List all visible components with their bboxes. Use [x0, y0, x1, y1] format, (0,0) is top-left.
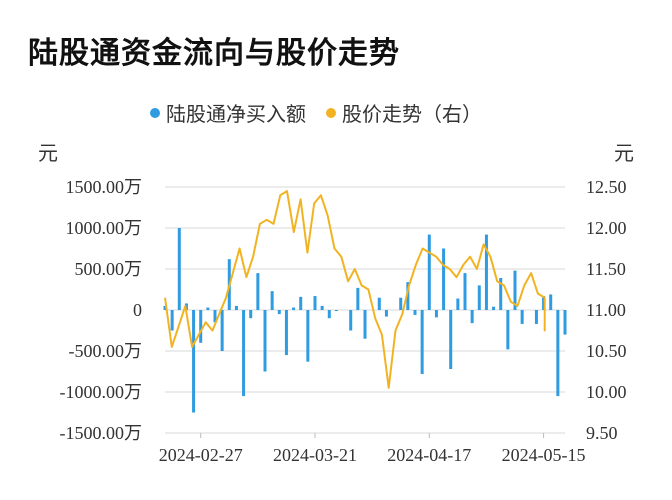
net-buy-bar	[220, 310, 224, 351]
net-buy-bar	[349, 310, 353, 331]
net-buy-bars	[163, 228, 567, 413]
net-buy-bar	[442, 248, 446, 310]
legend-dot-icon	[150, 107, 160, 118]
net-buy-bar	[520, 310, 524, 324]
net-buy-bar	[384, 310, 388, 317]
y-left-tick-label: 1500.00万	[66, 177, 143, 197]
net-buy-bar	[542, 296, 546, 310]
y-left-tick-label: 1000.00万	[66, 218, 143, 238]
net-buy-bar	[306, 310, 310, 362]
net-buy-bar	[327, 310, 331, 319]
net-buy-bar	[320, 305, 324, 310]
net-buy-bar	[299, 296, 303, 310]
legend-item-price[interactable]: 股价走势（右）	[326, 98, 482, 127]
net-buy-bar	[406, 282, 410, 310]
net-buy-bar	[270, 291, 274, 310]
net-buy-bar	[292, 307, 296, 310]
chart-title: 陆股通资金流向与股价走势	[28, 36, 400, 71]
net-buy-bar	[234, 305, 238, 310]
y-right-tick-label: 9.50	[586, 423, 618, 443]
y-right-tick-label: 10.50	[586, 341, 627, 361]
net-buy-bar	[427, 234, 431, 310]
price-line-group	[164, 190, 546, 389]
right-axis-ticks: 12.50 12.00 11.50 11.00 10.50 10.00 9.50	[586, 177, 627, 443]
net-buy-bar	[177, 228, 181, 310]
x-tick-label: 2024-02-27	[159, 445, 243, 465]
net-buy-bar	[399, 297, 403, 310]
net-buy-bar	[463, 273, 467, 310]
net-buy-bar	[213, 310, 217, 323]
net-buy-bar	[549, 294, 553, 310]
net-buy-bar	[256, 273, 260, 310]
net-buy-bar	[456, 298, 460, 310]
net-buy-bar	[513, 270, 517, 310]
net-buy-bar	[313, 296, 317, 310]
net-buy-bar	[277, 310, 281, 315]
net-buy-bar	[284, 310, 288, 356]
net-buy-bar	[363, 310, 367, 339]
net-buy-bar	[484, 234, 488, 310]
net-buy-bar	[334, 310, 338, 311]
net-buy-bar	[420, 310, 424, 374]
legend-label-net-buy: 陆股通净买入额	[166, 102, 306, 126]
legend-label-price: 股价走势（右）	[342, 102, 482, 126]
net-buy-bar	[170, 310, 174, 331]
right-axis-unit: 元	[614, 141, 634, 165]
net-buy-bar	[199, 310, 203, 343]
y-left-tick-label: -500.00万	[69, 341, 143, 361]
x-tick-label: 2024-05-15	[502, 445, 586, 465]
x-tick-label: 2024-04-17	[387, 445, 471, 465]
net-buy-bar	[556, 310, 560, 397]
legend: 陆股通净买入额 股价走势（右）	[150, 98, 502, 127]
net-buy-bar	[163, 305, 167, 310]
net-buy-bar	[192, 310, 196, 413]
left-axis-ticks: 1500.00万 1000.00万 500.00万 0 -500.00万 -1000.00…	[60, 177, 143, 443]
y-right-tick-label: 11.50	[586, 259, 626, 279]
x-tick-label: 2024-03-21	[273, 445, 357, 465]
y-right-tick-label: 10.00	[586, 382, 627, 402]
net-buy-bar	[356, 287, 360, 310]
x-axis-ticks: 2024-02-27 2024-03-21 2024-04-17 2024-05-15	[159, 433, 586, 465]
y-right-tick-label: 12.00	[586, 218, 627, 238]
net-buy-bar	[506, 310, 510, 350]
net-buy-bar	[477, 285, 481, 310]
net-buy-bar	[377, 297, 381, 310]
net-buy-bar	[492, 306, 496, 310]
net-buy-bar	[563, 310, 567, 335]
net-buy-bar	[413, 310, 417, 315]
net-buy-bar	[206, 307, 210, 310]
y-left-tick-label: -1500.00万	[60, 423, 143, 443]
net-buy-bar	[242, 310, 246, 397]
left-axis-unit: 元	[38, 141, 58, 165]
y-left-tick-label: -1000.00万	[60, 382, 143, 402]
net-buy-bar	[449, 310, 453, 370]
net-buy-bar	[470, 310, 474, 324]
net-buy-bar	[499, 278, 503, 310]
net-buy-bar	[249, 310, 253, 319]
y-right-tick-label: 12.50	[586, 177, 627, 197]
y-left-tick-label: 500.00万	[75, 259, 143, 279]
y-right-tick-label: 11.00	[586, 300, 626, 320]
net-buy-bar	[534, 310, 538, 324]
net-buy-bar	[263, 310, 267, 372]
legend-item-net-buy[interactable]: 陆股通净买入额	[150, 98, 306, 127]
y-left-tick-label: 0	[133, 300, 142, 320]
price-line	[164, 190, 546, 389]
net-buy-bar	[434, 310, 438, 318]
legend-dot-icon	[326, 107, 336, 118]
